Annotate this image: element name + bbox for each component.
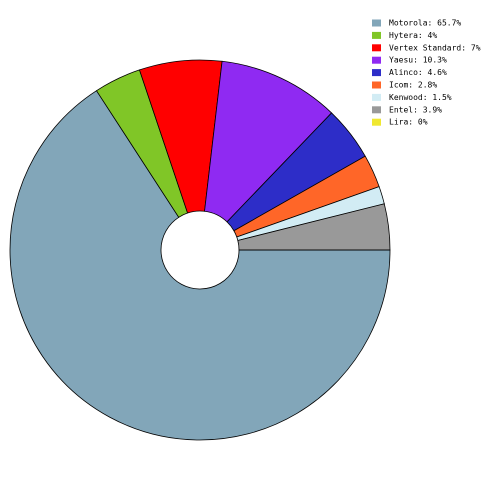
pie-slice: [9, 90, 391, 441]
legend-swatch: [372, 31, 381, 39]
legend-label: Vertex Standard: 7%: [389, 43, 481, 52]
pie-slice: [204, 60, 333, 223]
legend-swatch: [372, 56, 381, 64]
legend-swatch: [372, 69, 381, 77]
legend-swatch: [372, 106, 381, 114]
legend-label: Icom: 2.8%: [389, 81, 437, 90]
legend-label: Lira: 0%: [389, 118, 428, 127]
legend-label: Alinco: 4.6%: [389, 68, 447, 77]
legend-swatch: [372, 93, 381, 101]
legend-label: Hytera: 4%: [389, 31, 437, 40]
legend-label: Yaesu: 10.3%: [389, 56, 447, 65]
legend-label: Entel: 3.9%: [389, 105, 442, 114]
legend-swatch: [372, 81, 381, 89]
legend-label: Kenwood: 1.5%: [389, 93, 452, 102]
legend-label: Motorola: 65.7%: [389, 19, 461, 28]
legend-swatch: [372, 19, 381, 27]
legend-swatch: [372, 44, 381, 52]
legend-swatch: [372, 118, 381, 126]
